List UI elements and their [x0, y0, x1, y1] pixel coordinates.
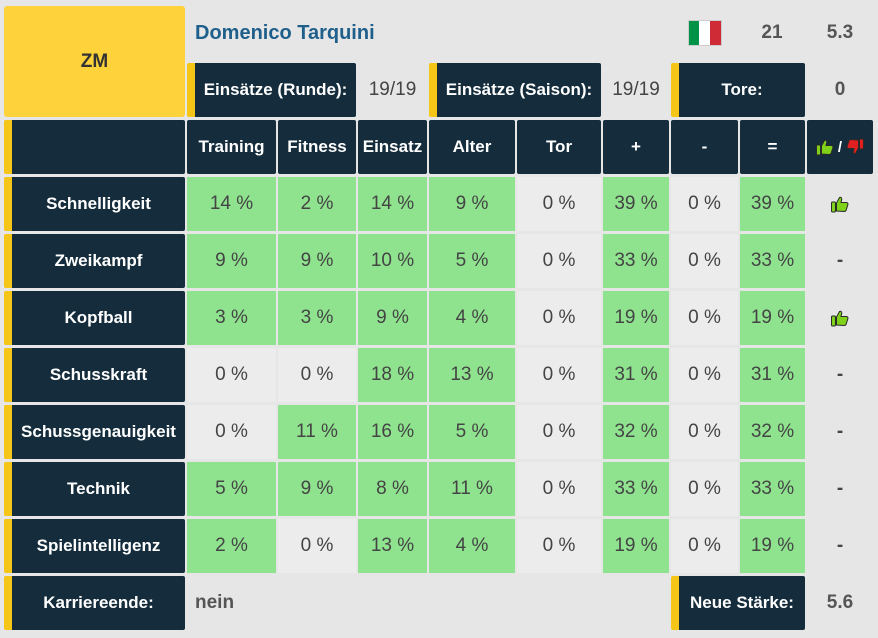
header-separator: / [837, 138, 843, 156]
thumb-up-icon [807, 177, 873, 231]
position-badge: ZM [4, 6, 185, 117]
table-cell: 0 % [671, 291, 738, 345]
table-cell: 0 % [671, 177, 738, 231]
thumb-up-icon [815, 137, 835, 157]
einsaetze-runde-label: Einsätze (Runde): [187, 63, 356, 117]
table-cell: 33 % [603, 462, 669, 516]
trend-value: - [836, 250, 844, 271]
table-cell: 0 % [517, 462, 601, 516]
table-cell: 9 % [358, 291, 427, 345]
karriereende-value: nein [195, 592, 235, 613]
table-cell: 0 % [671, 405, 738, 459]
table-cell: 31 % [603, 348, 669, 402]
table-cell: 0 % [517, 348, 601, 402]
table-cell: 33 % [740, 462, 805, 516]
row-label: Technik [4, 462, 185, 516]
column-header: Fitness [278, 120, 356, 174]
neue-staerke-value: 5.6 [826, 592, 854, 613]
table-cell: 39 % [740, 177, 805, 231]
table-cell: 14 % [187, 177, 276, 231]
table-cell: 19 % [603, 519, 669, 573]
table-cell: 5 % [429, 234, 515, 288]
table-cell: 0 % [278, 348, 356, 402]
table-cell: 3 % [278, 291, 356, 345]
nationality-flag-icon [672, 18, 737, 48]
player-rating: 5.3 [826, 22, 854, 43]
table-cell: 14 % [358, 177, 427, 231]
table-cell: 8 % [358, 462, 427, 516]
table-cell: 4 % [429, 519, 515, 573]
table-cell: 2 % [278, 177, 356, 231]
table-cell: 11 % [429, 462, 515, 516]
table-cell: 3 % [187, 291, 276, 345]
table-cell: 18 % [358, 348, 427, 402]
table-cell: 11 % [278, 405, 356, 459]
karriereende-label: Karriereende: [4, 576, 185, 630]
trend-value: - [836, 478, 844, 499]
column-header: = [740, 120, 805, 174]
table-cell: 0 % [517, 177, 601, 231]
trend-header: / [807, 120, 873, 174]
row-label: Schusskraft [4, 348, 185, 402]
table-cell: 0 % [671, 348, 738, 402]
table-cell: 33 % [740, 234, 805, 288]
table-cell: 10 % [358, 234, 427, 288]
table-cell: 19 % [603, 291, 669, 345]
table-cell: 5 % [187, 462, 276, 516]
table-cell: 31 % [740, 348, 805, 402]
table-cell: 0 % [671, 234, 738, 288]
table-cell: 13 % [358, 519, 427, 573]
table-cell: 9 % [278, 234, 356, 288]
player-age: 21 [761, 22, 783, 43]
thumb-up-icon [807, 291, 873, 345]
table-corner [4, 120, 185, 174]
table-cell: 4 % [429, 291, 515, 345]
tore-label: Tore: [671, 63, 805, 117]
column-header: + [603, 120, 669, 174]
trend-value: - [836, 364, 844, 385]
einsaetze-runde-value: 19/19 [368, 79, 417, 100]
column-header: Tor [517, 120, 601, 174]
table-cell: 0 % [671, 462, 738, 516]
table-cell: 2 % [187, 519, 276, 573]
table-cell: 0 % [517, 234, 601, 288]
table-cell: 39 % [603, 177, 669, 231]
column-header: Einsatz [358, 120, 427, 174]
einsaetze-saison-value: 19/19 [612, 79, 660, 100]
table-cell: 13 % [429, 348, 515, 402]
table-cell: 19 % [740, 291, 805, 345]
column-header: Training [187, 120, 276, 174]
table-cell: 0 % [671, 519, 738, 573]
trend-value: - [836, 421, 844, 442]
table-cell: 19 % [740, 519, 805, 573]
neue-staerke-label: Neue Stärke: [671, 576, 805, 630]
tore-value: 0 [834, 79, 846, 100]
table-cell: 0 % [517, 291, 601, 345]
table-cell: 9 % [429, 177, 515, 231]
table-cell: 16 % [358, 405, 427, 459]
einsaetze-saison-label: Einsätze (Saison): [429, 63, 601, 117]
table-cell: 32 % [740, 405, 805, 459]
table-cell: 0 % [517, 519, 601, 573]
row-label: Schussgenauigkeit [4, 405, 185, 459]
row-label: Zweikampf [4, 234, 185, 288]
row-label: Spielintelligenz [4, 519, 185, 573]
table-cell: 0 % [278, 519, 356, 573]
table-cell: 9 % [187, 234, 276, 288]
player-name[interactable]: Domenico Tarquini [195, 21, 375, 44]
column-header: - [671, 120, 738, 174]
table-cell: 5 % [429, 405, 515, 459]
table-cell: 0 % [187, 348, 276, 402]
thumb-down-icon [845, 137, 865, 157]
trend-value: - [836, 535, 844, 556]
row-label: Schnelligkeit [4, 177, 185, 231]
table-cell: 0 % [517, 405, 601, 459]
row-label: Kopfball [4, 291, 185, 345]
column-header: Alter [429, 120, 515, 174]
table-cell: 0 % [187, 405, 276, 459]
table-cell: 32 % [603, 405, 669, 459]
table-cell: 9 % [278, 462, 356, 516]
table-cell: 33 % [603, 234, 669, 288]
